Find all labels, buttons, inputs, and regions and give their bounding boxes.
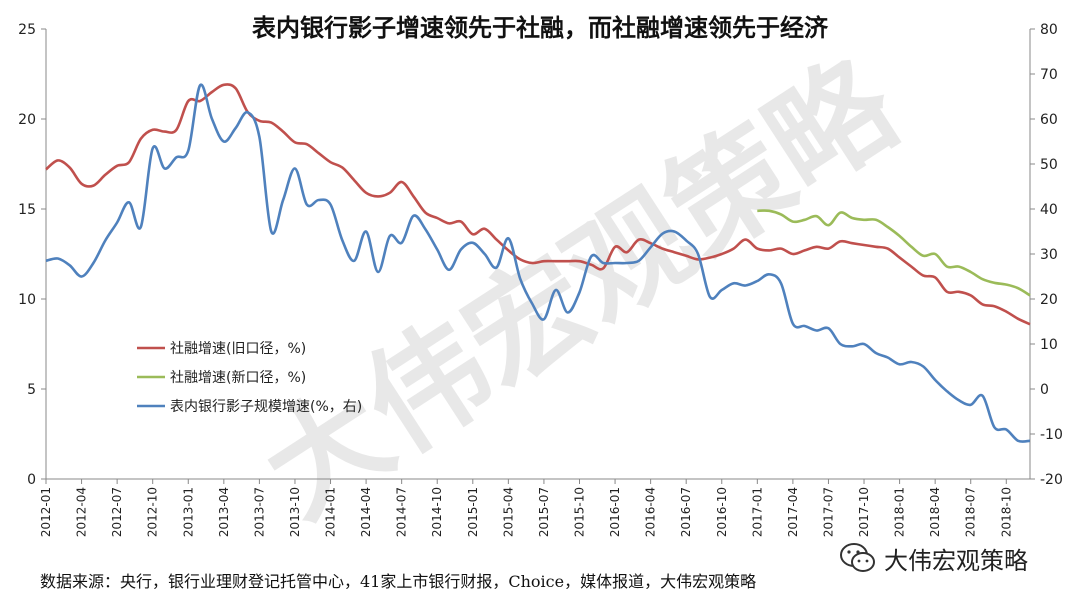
y-left-tick-label: 5 (27, 382, 36, 398)
y-left-tick-label: 15 (18, 202, 36, 218)
x-tick-label: 2012-07 (110, 487, 124, 537)
x-tick-label: 2014-10 (430, 487, 444, 537)
x-tick-label: 2017-01 (750, 487, 764, 537)
y-right-tick-label: 60 (1040, 112, 1058, 128)
series-line-3 (45, 83, 1031, 443)
x-tick-label: 2017-04 (786, 487, 800, 537)
y-right-tick-label: 0 (1040, 382, 1049, 398)
x-tick-label: 2016-04 (644, 487, 658, 537)
x-tick-label: 2018-10 (999, 487, 1013, 537)
x-tick-label: 2015-07 (537, 487, 551, 537)
x-tick-label: 2015-04 (501, 487, 515, 537)
x-tick-label: 2018-01 (893, 487, 907, 537)
y-right-tick-label: 80 (1040, 22, 1058, 38)
y-right-tick-label: 30 (1040, 247, 1058, 263)
x-tick-label: 2014-01 (324, 487, 338, 537)
y-right-tick-label: 70 (1040, 67, 1058, 83)
x-tick-label: 2013-10 (288, 487, 302, 537)
y-left-tick-label: 10 (18, 292, 36, 308)
y-left-tick-label: 20 (18, 112, 36, 128)
y-right-tick-label: 10 (1040, 337, 1058, 353)
x-tick-label: 2016-07 (679, 487, 693, 537)
x-tick-label: 2012-10 (146, 487, 160, 537)
y-left-tick-label: 0 (27, 472, 36, 488)
x-tick-label: 2014-04 (359, 487, 373, 537)
x-tick-label: 2014-07 (395, 487, 409, 537)
y-right-tick-label: 40 (1040, 202, 1058, 218)
x-tick-label: 2012-04 (75, 487, 89, 537)
x-tick-label: 2015-01 (466, 487, 480, 537)
legend-label-1: 社融增速(旧口径，%) (170, 341, 306, 357)
source-note: 数据来源：央行，银行业理财登记托管中心，41家上市银行财报，Choice，媒体报… (40, 572, 757, 591)
x-tick-label: 2016-01 (608, 487, 622, 537)
x-tick-label: 2015-10 (572, 487, 586, 537)
y-right-tick-label: 20 (1040, 292, 1058, 308)
wechat-icon (840, 543, 875, 572)
y-right-tick-label: -20 (1040, 472, 1063, 488)
y-right-tick-label: 50 (1040, 157, 1058, 173)
series-line-1 (45, 83, 1031, 326)
series-line-2 (757, 209, 1031, 297)
y-right-tick-label: -10 (1040, 427, 1063, 443)
x-tick-label: 2017-07 (821, 487, 835, 537)
x-tick-label: 2016-10 (715, 487, 729, 537)
x-tick-label: 2018-04 (928, 487, 942, 537)
x-tick-label: 2012-01 (39, 487, 53, 537)
brand-name: 大伟宏观策略 (884, 546, 1028, 575)
x-tick-label: 2017-10 (857, 487, 871, 537)
brand-mark: 大伟宏观策略 (838, 538, 1028, 578)
x-tick-label: 2013-07 (252, 487, 266, 537)
x-tick-label: 2013-04 (217, 487, 231, 537)
x-tick-label: 2018-07 (964, 487, 978, 537)
y-left-tick-label: 25 (18, 22, 36, 38)
chart-title: 表内银行影子增速领先于社融，而社融增速领先于经济 (252, 13, 828, 42)
x-tick-label: 2013-01 (181, 487, 195, 537)
legend-label-3: 表内银行影子规模增速(%，右) (170, 399, 362, 415)
legend-label-2: 社融增速(新口径，%) (170, 370, 306, 386)
